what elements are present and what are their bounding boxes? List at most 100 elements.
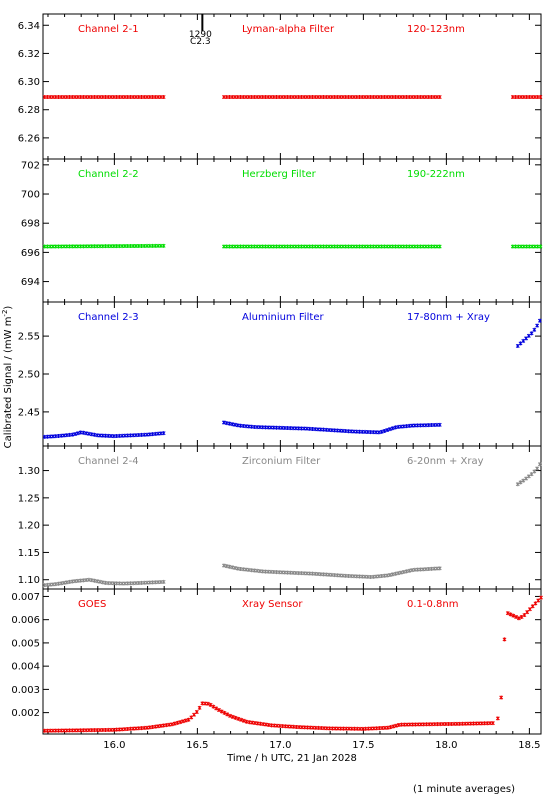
series-points xyxy=(42,318,542,439)
data-point xyxy=(399,570,403,575)
data-point xyxy=(437,95,442,100)
band-label: 6-20nm + Xray xyxy=(407,456,484,467)
data-point xyxy=(401,569,406,574)
data-point xyxy=(527,607,532,612)
x-tick-label: 16.0 xyxy=(103,740,125,751)
data-point xyxy=(224,564,229,569)
data-point xyxy=(84,431,89,436)
x-tick-label: 18.5 xyxy=(518,740,540,751)
data-point xyxy=(511,613,516,618)
data-point xyxy=(404,569,409,574)
data-point xyxy=(385,428,390,433)
filter-label: Aluminium Filter xyxy=(242,312,325,323)
data-point xyxy=(161,431,166,436)
x-axis-title: Time / h UTC, 21 Jan 2028 xyxy=(226,753,357,764)
y-tick-label: 2.55 xyxy=(18,332,40,343)
data-point xyxy=(197,705,202,710)
data-point xyxy=(222,710,227,715)
data-point xyxy=(385,725,390,730)
data-point xyxy=(221,420,226,425)
data-point xyxy=(535,323,540,328)
data-point xyxy=(538,244,543,249)
y-tick-label: 696 xyxy=(21,248,40,259)
data-point xyxy=(225,712,230,717)
data-point xyxy=(62,580,66,585)
y-tick-label: 0.005 xyxy=(11,638,40,649)
data-point xyxy=(95,579,100,584)
data-point xyxy=(390,572,395,577)
event-marker-label: 1290 xyxy=(189,30,212,40)
x-axis: 16.0 16.5 17.0 17.5 18.0 18.5 xyxy=(103,740,540,751)
data-point xyxy=(92,578,97,583)
data-point xyxy=(89,432,94,437)
data-point xyxy=(376,430,381,435)
panel-4: 1.10 1.15 1.20 1.25 1.30 Channel 2-4 Zirconium… xyxy=(18,445,542,590)
data-point xyxy=(533,601,538,606)
data-point xyxy=(437,566,442,571)
data-point xyxy=(70,432,75,437)
y-tick-label: 0.006 xyxy=(11,615,40,626)
panel-frame xyxy=(42,445,542,590)
data-point xyxy=(536,598,541,603)
data-point xyxy=(73,432,78,437)
data-point xyxy=(508,612,513,617)
data-point xyxy=(227,564,232,569)
band-label: 0.1-0.8nm xyxy=(407,599,459,610)
data-point xyxy=(519,614,524,619)
data-point xyxy=(86,431,91,436)
data-point xyxy=(525,610,530,615)
filter-label: Zirconium Filter xyxy=(242,456,321,467)
data-point xyxy=(214,706,219,711)
data-point xyxy=(217,708,221,713)
data-point xyxy=(393,571,398,576)
x-tick-label: 17.0 xyxy=(269,740,291,751)
data-point xyxy=(183,718,188,723)
data-point xyxy=(175,720,180,725)
x-tick-label: 18.0 xyxy=(435,740,457,751)
data-point xyxy=(161,579,166,584)
data-point xyxy=(230,422,235,427)
data-point xyxy=(515,482,520,487)
data-point xyxy=(186,717,191,722)
data-point xyxy=(228,713,232,718)
band-label: 120-123nm xyxy=(407,24,465,35)
y-tick-label: 702 xyxy=(21,160,40,171)
y-tick-label: 0.002 xyxy=(11,708,40,719)
filter-label: Lyman-alpha Filter xyxy=(242,24,335,35)
data-point xyxy=(241,718,246,723)
data-point xyxy=(161,243,166,248)
y-tick-label: 700 xyxy=(21,190,40,201)
data-point xyxy=(194,710,199,715)
data-point xyxy=(396,571,401,576)
data-point xyxy=(89,578,94,583)
filter-label: Herzberg Filter xyxy=(242,169,317,180)
data-point xyxy=(81,430,86,435)
data-point xyxy=(387,427,392,432)
channel-label: Channel 2-3 xyxy=(78,312,139,323)
data-point xyxy=(161,95,166,100)
data-point xyxy=(505,611,510,616)
event-marker-class: C2.3 xyxy=(190,37,211,47)
channel-label: Channel 2-2 xyxy=(78,169,139,180)
y-tick-label: 6.32 xyxy=(18,49,40,60)
data-point xyxy=(221,563,226,568)
data-point xyxy=(538,95,543,100)
data-point xyxy=(407,568,412,573)
data-point xyxy=(379,429,384,434)
data-point xyxy=(205,701,210,706)
data-point xyxy=(530,604,535,609)
footnote: (1 minute averages) xyxy=(413,784,515,795)
data-point xyxy=(437,422,442,427)
data-point xyxy=(172,721,177,726)
data-point xyxy=(230,565,235,570)
y-tick-label: 1.20 xyxy=(18,521,40,532)
data-point xyxy=(532,327,537,332)
panel-frame xyxy=(42,588,542,735)
data-point xyxy=(239,717,244,722)
data-point xyxy=(387,572,392,577)
panel-frame xyxy=(42,13,542,160)
y-tick-label: 6.28 xyxy=(18,105,40,116)
data-point xyxy=(535,466,540,471)
data-point xyxy=(437,244,442,249)
